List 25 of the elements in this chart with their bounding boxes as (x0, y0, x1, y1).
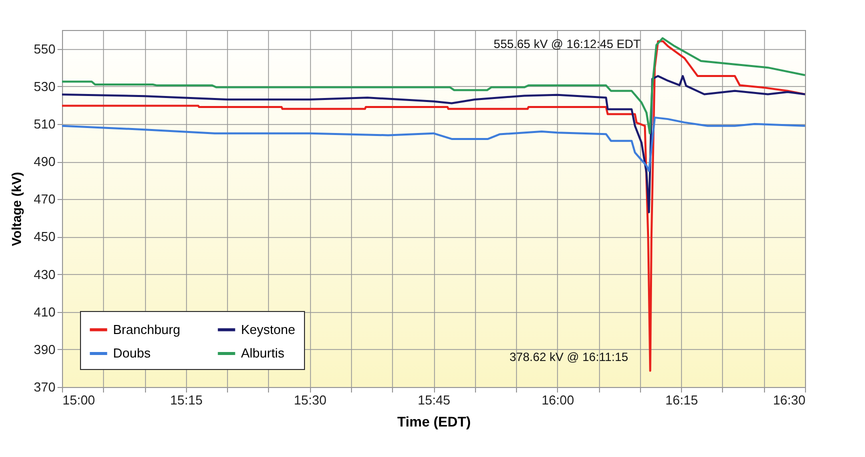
y-tick-label: 490 (34, 154, 56, 170)
y-tick-label: 550 (34, 41, 56, 56)
annotation: 378.62 kV @ 16:11:15 (509, 350, 629, 364)
x-tick-label: 16:15 (665, 392, 698, 408)
y-tick-label: 470 (34, 192, 56, 207)
y-tick-label: 370 (34, 380, 56, 394)
x-tick-label: 16:00 (542, 392, 574, 408)
y-tick-label: 450 (34, 229, 56, 244)
x-axis-title: Time (EDT) (397, 414, 471, 430)
y-tick-label: 510 (34, 116, 56, 132)
legend-label: Alburtis (241, 346, 285, 360)
y-axis-title: Voltage (kV) (8, 172, 24, 246)
x-tick-label: 16:30 (772, 392, 806, 408)
x-tick-label: 15:15 (170, 392, 203, 408)
legend-label: Branchburg (113, 322, 180, 337)
legend-label: Keystone (241, 322, 296, 337)
y-tick-label: 410 (34, 304, 56, 320)
y-tick-label: 430 (34, 266, 56, 282)
x-tick-label: 15:30 (294, 392, 326, 408)
annotation: 555.65 kV @ 16:12:45 EDT (494, 37, 642, 52)
legend-label: Doubs (113, 346, 152, 360)
y-tick-label: 530 (34, 78, 56, 94)
y-tick-label: 390 (34, 342, 56, 357)
x-tick-label: 15:00 (62, 392, 96, 408)
x-tick-label: 15:45 (418, 392, 450, 408)
